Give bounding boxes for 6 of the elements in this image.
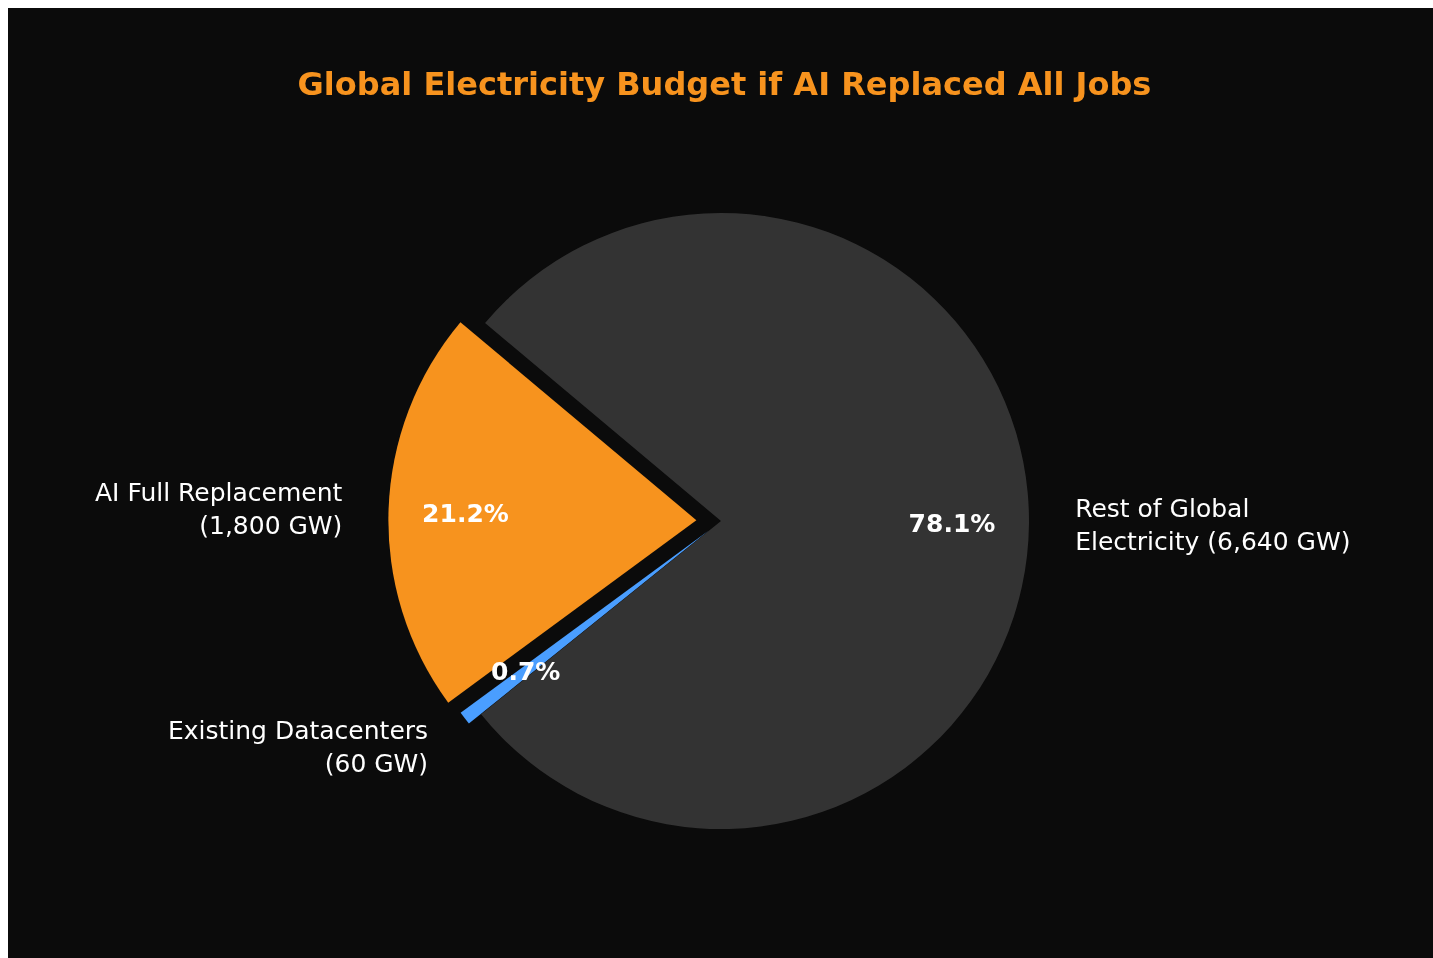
data-label: 21.2%	[422, 498, 509, 528]
slice-label: AI Full Replacement (1,800 GW)	[94, 478, 343, 541]
slice-label: Rest of Global Electricity (6,640 GW)	[1075, 494, 1351, 557]
data-label: 78.1%	[908, 509, 996, 539]
chart-title: Global Electricity Budget if AI Replaced All Jobs	[297, 65, 1152, 103]
slice-label: Existing Datacenters (60 GW)	[167, 715, 429, 778]
